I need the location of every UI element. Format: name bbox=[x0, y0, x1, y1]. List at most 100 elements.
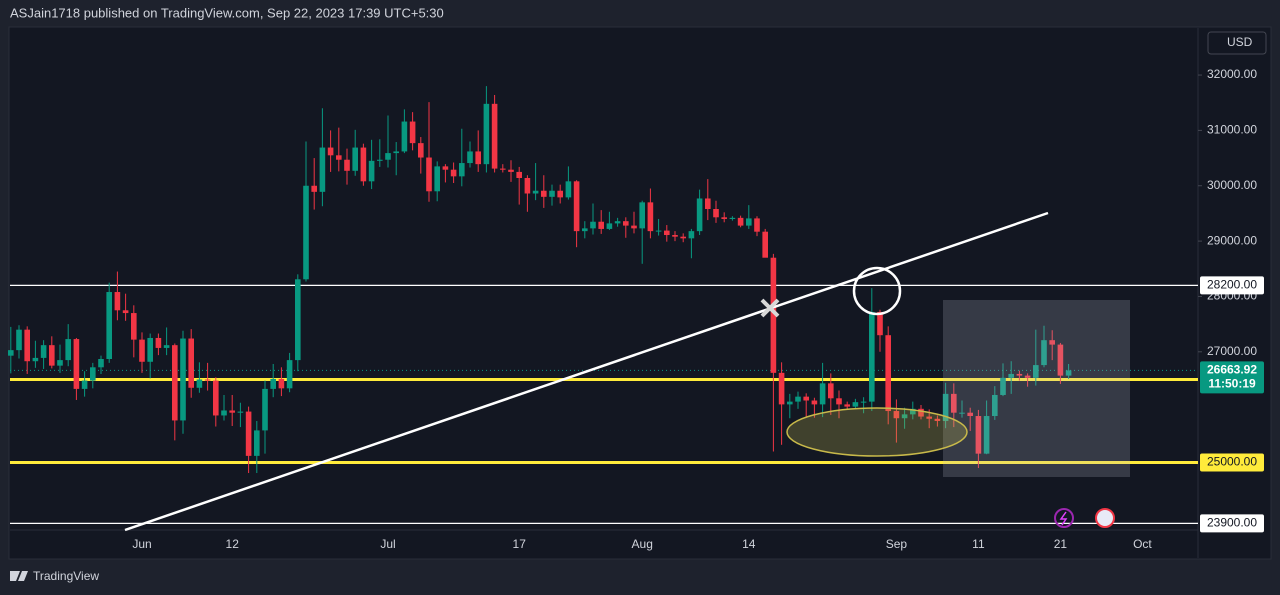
candle-body bbox=[623, 221, 629, 226]
candle-body bbox=[377, 159, 383, 161]
candle-body bbox=[213, 380, 219, 416]
candle-body bbox=[475, 151, 481, 165]
last-price-bg bbox=[1200, 361, 1264, 394]
candle-body bbox=[508, 169, 514, 172]
candle-body bbox=[360, 147, 367, 182]
y-tick-label: 31000.00 bbox=[1207, 123, 1257, 137]
candle-body bbox=[122, 310, 129, 314]
candle-body bbox=[172, 345, 178, 421]
candle-body bbox=[311, 185, 317, 192]
candle-body bbox=[573, 181, 580, 232]
candle-body bbox=[893, 411, 900, 419]
candle-body bbox=[278, 378, 285, 389]
candle-body bbox=[532, 190, 539, 194]
candle-body bbox=[81, 380, 88, 389]
candle-body bbox=[1000, 377, 1006, 395]
price-axis: USD 32000.0031000.0030000.0029000.002800… bbox=[1198, 31, 1267, 533]
candle-body bbox=[688, 231, 695, 239]
candle-body bbox=[647, 202, 654, 232]
candle-body bbox=[131, 313, 137, 340]
candle-body bbox=[245, 411, 252, 456]
candle-body bbox=[680, 236, 686, 239]
x-tick-label: Aug bbox=[632, 537, 653, 551]
highlight-ellipse bbox=[786, 407, 968, 457]
candle-body bbox=[49, 345, 55, 366]
candle-body bbox=[254, 430, 260, 456]
level-label-bg bbox=[1200, 276, 1264, 295]
candle-body bbox=[942, 393, 949, 421]
candle-body bbox=[32, 357, 39, 362]
candle-body bbox=[344, 159, 350, 171]
candle-body bbox=[163, 345, 170, 348]
candle-body bbox=[467, 151, 473, 164]
candle-body bbox=[631, 225, 637, 229]
candle-body bbox=[90, 367, 96, 381]
event-icon bbox=[1054, 508, 1074, 528]
candle-body bbox=[885, 335, 891, 412]
candle-body bbox=[459, 163, 465, 177]
candle-body bbox=[196, 379, 203, 388]
brand-logo bbox=[10, 571, 28, 581]
x-tick-label: 14 bbox=[742, 537, 756, 551]
candle-body bbox=[721, 217, 727, 219]
candle-body bbox=[926, 416, 932, 419]
candle-body bbox=[336, 155, 342, 160]
candle-body bbox=[557, 190, 563, 198]
candle-body bbox=[951, 393, 957, 413]
candle-body bbox=[860, 401, 867, 403]
candle-body bbox=[762, 231, 768, 258]
candle-body bbox=[327, 147, 334, 156]
candle-body bbox=[819, 383, 826, 405]
cross-mark bbox=[760, 298, 780, 318]
candle-body bbox=[1016, 373, 1023, 376]
candle-body bbox=[418, 143, 424, 158]
candle-body bbox=[434, 166, 440, 192]
candle-body bbox=[393, 151, 399, 154]
level-label: 25000.00 bbox=[1207, 455, 1257, 469]
candle-body bbox=[426, 157, 432, 192]
candle-body bbox=[106, 292, 112, 360]
candle-body bbox=[713, 208, 719, 218]
candle-body bbox=[869, 311, 875, 402]
y-tick-label: 30000.00 bbox=[1207, 178, 1257, 192]
candle-body bbox=[803, 396, 809, 401]
x-tick-label: Sep bbox=[886, 537, 908, 551]
economic-icon bbox=[1095, 508, 1115, 528]
candle-body bbox=[549, 190, 555, 197]
candle-body bbox=[450, 169, 457, 177]
candle-body bbox=[303, 185, 309, 280]
event-icon-bolt bbox=[1059, 511, 1068, 526]
x-tick-label: Jun bbox=[132, 537, 151, 551]
candle-body bbox=[992, 394, 998, 417]
candle-body bbox=[770, 257, 777, 373]
candle-body bbox=[65, 339, 71, 361]
candle-body bbox=[155, 337, 162, 348]
level-label-bg bbox=[1200, 453, 1264, 472]
y-tick-label: 27000.00 bbox=[1207, 344, 1257, 358]
y-tick-label: 29000.00 bbox=[1207, 233, 1257, 247]
candle-body bbox=[524, 178, 531, 194]
candle-body bbox=[352, 147, 358, 171]
currency-button[interactable] bbox=[1207, 31, 1267, 55]
candle-body bbox=[40, 345, 47, 358]
candle-body bbox=[98, 359, 104, 368]
candle-body bbox=[795, 396, 801, 402]
candle-body bbox=[590, 221, 596, 229]
brand: TradingView bbox=[33, 569, 99, 583]
candle-body bbox=[16, 329, 22, 351]
candle-body bbox=[319, 147, 326, 192]
candle-body bbox=[368, 160, 375, 182]
trend-line bbox=[124, 211, 1049, 532]
level-label: 28200.00 bbox=[1207, 278, 1257, 292]
candle-body bbox=[541, 190, 547, 197]
candle-body bbox=[614, 221, 621, 224]
candle-body bbox=[180, 338, 186, 421]
candle-body bbox=[286, 360, 293, 389]
candle-body bbox=[401, 121, 408, 152]
candle-body bbox=[1033, 365, 1039, 378]
candle-body bbox=[754, 218, 760, 232]
plot bbox=[8, 86, 1198, 524]
level-label: 23900.00 bbox=[1207, 516, 1257, 530]
candle-body bbox=[844, 404, 850, 407]
candle-body bbox=[934, 418, 941, 421]
